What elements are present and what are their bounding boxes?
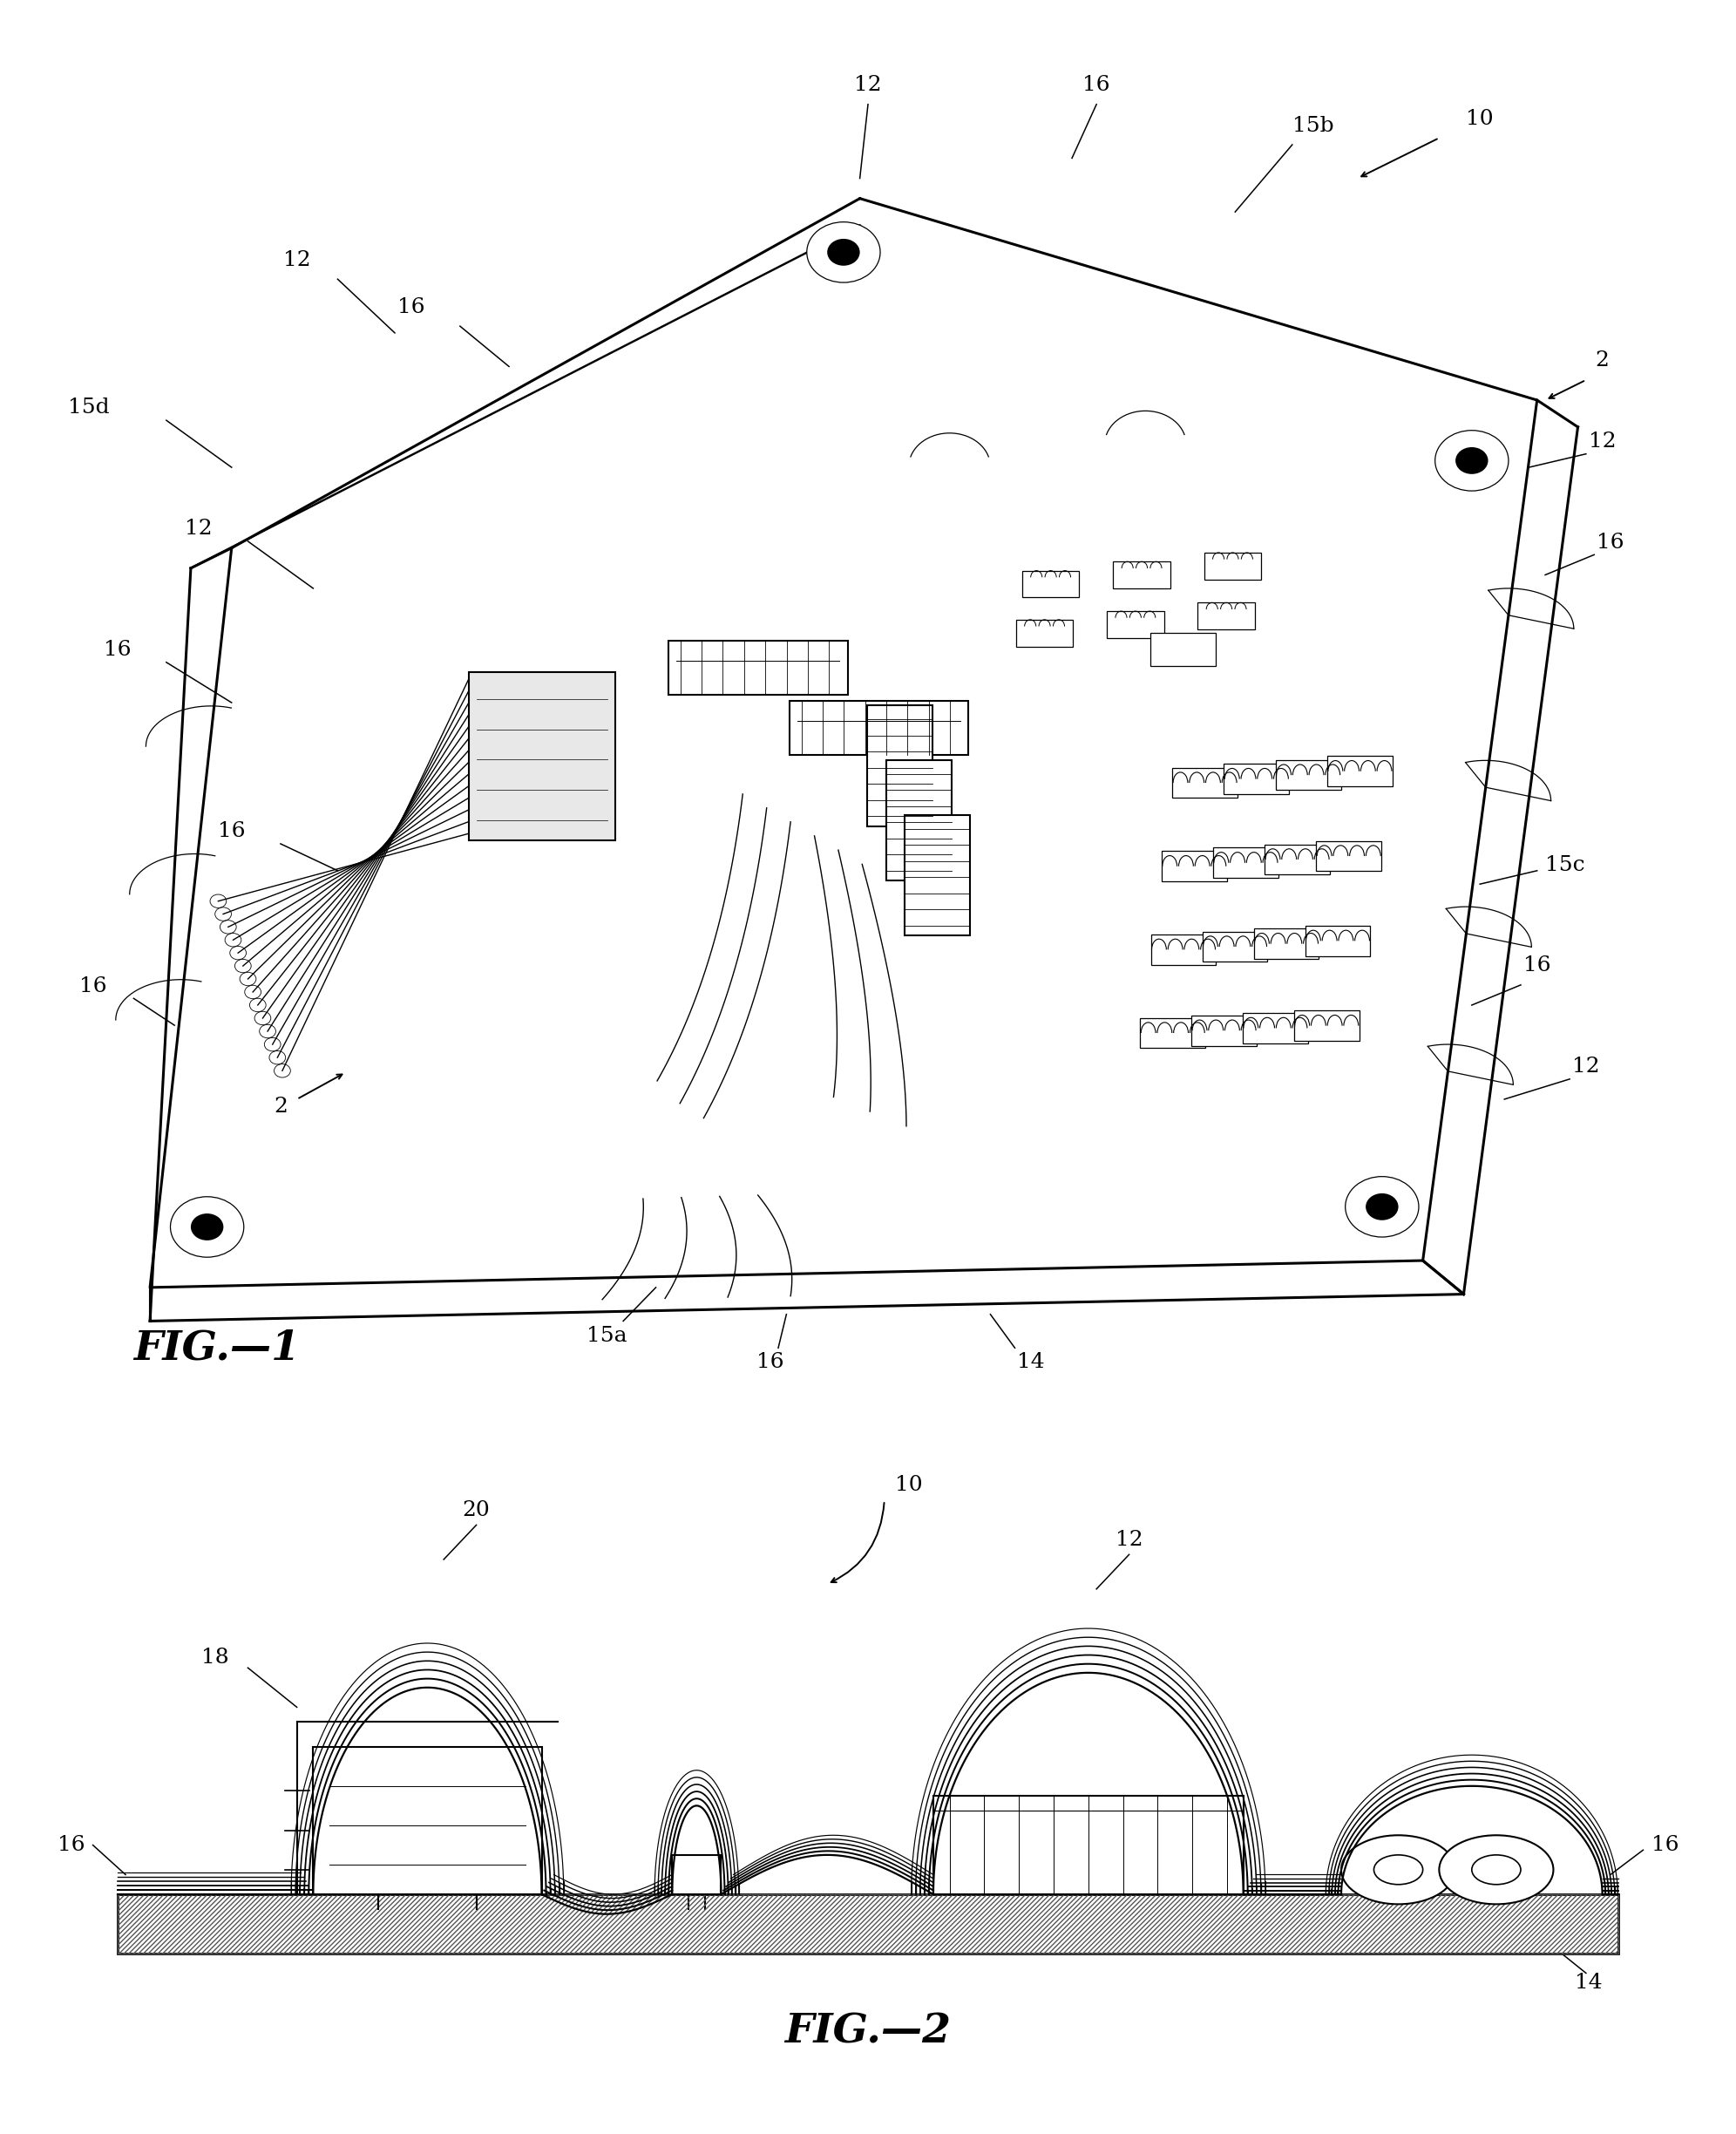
Bar bbox=[904, 815, 970, 935]
Bar bbox=[790, 700, 969, 755]
Bar bbox=[118, 1895, 1618, 1953]
Circle shape bbox=[807, 222, 880, 282]
Text: 16: 16 bbox=[1083, 75, 1111, 96]
Text: 12: 12 bbox=[1573, 1056, 1601, 1078]
Text: 15d: 15d bbox=[68, 397, 109, 418]
Bar bbox=[312, 1746, 542, 1895]
Bar bbox=[1172, 768, 1238, 798]
Circle shape bbox=[170, 1197, 243, 1257]
Circle shape bbox=[1366, 1193, 1399, 1221]
Bar bbox=[1328, 755, 1392, 785]
Bar bbox=[1276, 760, 1340, 790]
Bar bbox=[1224, 764, 1290, 794]
Bar bbox=[668, 640, 847, 694]
Bar bbox=[1253, 928, 1319, 958]
Circle shape bbox=[1436, 431, 1509, 491]
Bar bbox=[1203, 933, 1267, 962]
Circle shape bbox=[191, 1214, 224, 1240]
Bar bbox=[868, 706, 932, 826]
Text: 12: 12 bbox=[1588, 431, 1616, 452]
Text: 14: 14 bbox=[1575, 1974, 1602, 1993]
Text: 20: 20 bbox=[462, 1500, 490, 1519]
Circle shape bbox=[828, 239, 859, 265]
Text: 14: 14 bbox=[1017, 1353, 1045, 1372]
Circle shape bbox=[1455, 448, 1488, 474]
Bar bbox=[885, 760, 951, 881]
Bar bbox=[1243, 1014, 1307, 1044]
Bar bbox=[1205, 553, 1262, 580]
Text: 10: 10 bbox=[896, 1475, 922, 1496]
Bar bbox=[1191, 1016, 1257, 1046]
Text: 18: 18 bbox=[201, 1647, 229, 1669]
Bar bbox=[1316, 841, 1382, 871]
Bar bbox=[1264, 845, 1330, 875]
Text: 16: 16 bbox=[217, 822, 245, 841]
Text: 2: 2 bbox=[1595, 350, 1609, 371]
Bar bbox=[1113, 561, 1170, 589]
Text: 16: 16 bbox=[57, 1835, 85, 1854]
Bar bbox=[1141, 1018, 1205, 1048]
Text: 12: 12 bbox=[1115, 1530, 1142, 1549]
Bar bbox=[1108, 610, 1163, 638]
Text: 15b: 15b bbox=[1292, 115, 1333, 137]
Bar bbox=[1151, 634, 1215, 666]
Bar bbox=[1198, 602, 1255, 630]
Text: 2: 2 bbox=[274, 1097, 288, 1116]
Text: 15a: 15a bbox=[587, 1325, 627, 1347]
Circle shape bbox=[1472, 1854, 1521, 1884]
Bar bbox=[1293, 1012, 1359, 1041]
Bar bbox=[1213, 847, 1278, 877]
Text: 16: 16 bbox=[104, 640, 132, 659]
Circle shape bbox=[1439, 1835, 1554, 1904]
Circle shape bbox=[1342, 1835, 1455, 1904]
Text: FIG.—2: FIG.—2 bbox=[785, 2012, 951, 2053]
Bar bbox=[1305, 926, 1370, 956]
Text: 15c: 15c bbox=[1545, 856, 1585, 875]
Circle shape bbox=[1373, 1854, 1424, 1884]
Bar bbox=[1023, 570, 1080, 598]
Text: 16: 16 bbox=[1651, 1835, 1679, 1854]
Text: 16: 16 bbox=[757, 1353, 785, 1372]
Circle shape bbox=[1345, 1176, 1418, 1238]
Bar bbox=[934, 1797, 1243, 1895]
Text: 16: 16 bbox=[398, 297, 425, 318]
Text: FIG.—1: FIG.—1 bbox=[134, 1327, 300, 1368]
Text: 10: 10 bbox=[1467, 109, 1493, 128]
Bar bbox=[1016, 619, 1073, 647]
Bar bbox=[118, 1895, 1618, 1953]
Text: 16: 16 bbox=[1597, 531, 1625, 553]
Text: 12: 12 bbox=[854, 75, 882, 96]
Text: 16: 16 bbox=[80, 975, 106, 997]
Text: 12: 12 bbox=[186, 519, 214, 540]
Bar bbox=[672, 1854, 720, 1895]
Bar bbox=[1151, 935, 1217, 965]
Text: 16: 16 bbox=[1522, 956, 1550, 975]
Bar bbox=[469, 672, 616, 841]
Bar bbox=[1161, 851, 1227, 881]
Text: 12: 12 bbox=[283, 250, 311, 271]
